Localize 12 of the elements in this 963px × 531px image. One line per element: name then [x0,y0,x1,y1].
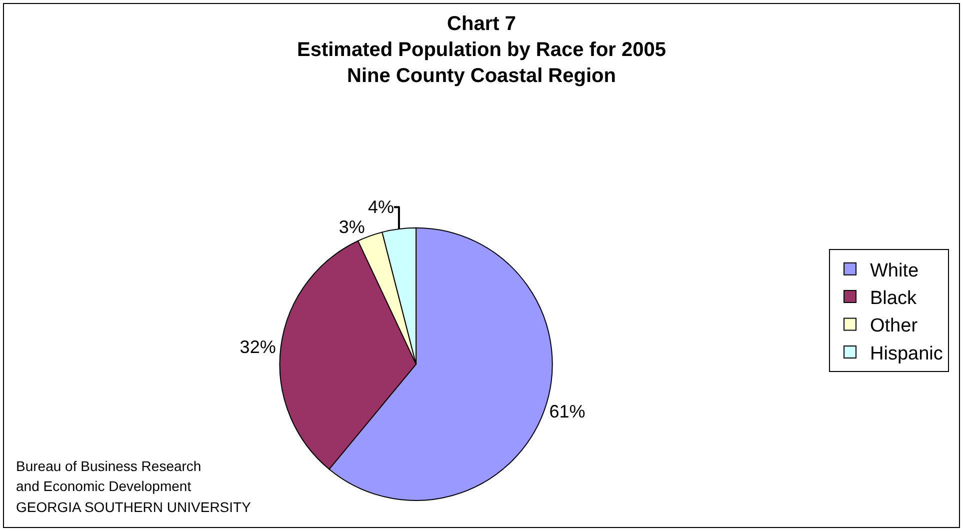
text: GEORGIA SOUTHERN UNIVERSITY [16,499,252,515]
data-label: 3% [338,217,365,238]
data-label: 61% [549,402,586,422]
data-label: 4% [368,197,394,218]
text: and Economic Development [16,478,192,494]
text: Bureau of Business Research [16,458,202,474]
legend-label: Hispanic [870,343,943,364]
legend-label: Black [870,288,917,309]
data-label: 32% [240,336,276,357]
chart-title: Chart 7 Estimated Population by Race for 2005 Nine County Coastal Region [297,13,666,88]
legend-label: White [870,260,919,282]
legend-label: Other [870,316,918,337]
